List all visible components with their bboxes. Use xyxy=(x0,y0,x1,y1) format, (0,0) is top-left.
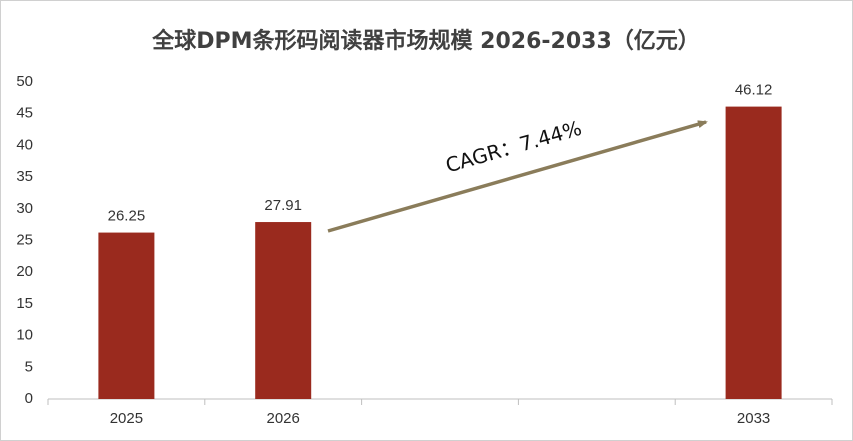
x-tick-label: 2025 xyxy=(110,410,143,427)
x-tick-label: 2033 xyxy=(737,410,770,427)
x-tick-label: 2026 xyxy=(267,410,300,427)
value-label: 26.25 xyxy=(108,208,146,225)
y-tick-label: 15 xyxy=(16,295,33,312)
bar xyxy=(98,232,155,399)
bar xyxy=(255,222,312,399)
value-label: 27.91 xyxy=(264,197,302,214)
value-label: 46.12 xyxy=(735,82,773,99)
y-tick-label: 35 xyxy=(16,168,33,185)
chart-title: 全球DPM条形码阅读器市场规模 2026-2033（亿元） xyxy=(151,28,700,54)
y-tick-label: 50 xyxy=(16,73,33,90)
y-tick-label: 0 xyxy=(25,390,33,407)
y-tick-label: 5 xyxy=(25,358,33,375)
y-tick-label: 25 xyxy=(16,231,33,248)
cagr-arrow xyxy=(327,120,708,233)
y-tick-label: 10 xyxy=(16,327,33,344)
y-tick-label: 30 xyxy=(16,200,33,217)
bar xyxy=(725,106,782,400)
y-tick-label: 45 xyxy=(16,105,33,122)
y-tick-label: 20 xyxy=(16,263,33,280)
y-tick-label: 40 xyxy=(16,136,33,153)
